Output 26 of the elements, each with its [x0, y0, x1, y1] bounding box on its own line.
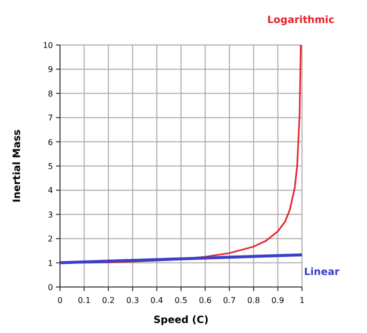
- y-tick-label: 5: [48, 162, 53, 171]
- x-tick-label: 0.9: [271, 296, 284, 305]
- y-tick-label: 3: [48, 210, 53, 220]
- x-tick-label: 0: [57, 296, 63, 305]
- y-tick-label: 0: [48, 283, 53, 292]
- y-tick-label: 2: [48, 234, 53, 244]
- x-tick-label: 0.2: [102, 296, 115, 305]
- y-tick-label: 6: [48, 138, 53, 147]
- x-axis-title: Speed (C): [153, 315, 209, 326]
- y-tick-label: 7: [48, 114, 53, 123]
- y-tick-label: 9: [48, 65, 53, 74]
- x-tick-label: 0.7: [223, 296, 236, 305]
- x-tick-label: 0.8: [247, 296, 260, 305]
- x-tick-label: 0.5: [174, 296, 188, 305]
- x-tick-label: 0.6: [198, 296, 212, 305]
- y-tick-label: 1: [48, 258, 53, 268]
- y-tick-label: 10: [42, 41, 53, 50]
- x-tick-label: 0.4: [150, 296, 164, 305]
- x-tick-label: 1: [299, 296, 305, 305]
- y-tick-label: 8: [48, 89, 53, 98]
- text: Logarithmic: [267, 15, 334, 26]
- series-label: Linear: [304, 266, 340, 278]
- x-tick-label: 0.1: [78, 296, 91, 305]
- y-tick-label: 4: [48, 186, 53, 196]
- y-axis-title: Inertial Mass: [12, 129, 23, 203]
- x-tick-label: 0.3: [126, 296, 139, 305]
